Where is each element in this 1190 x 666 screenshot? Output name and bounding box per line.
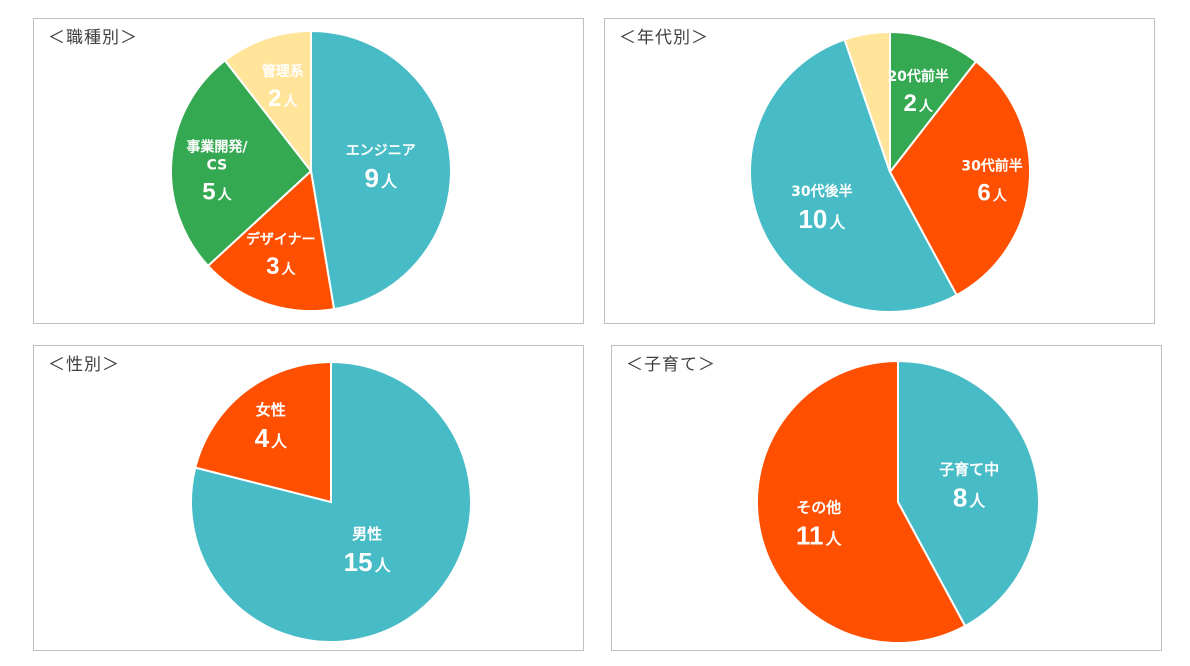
- slice-label-name: CS: [207, 157, 228, 173]
- slice-label-name: デザイナー: [246, 231, 316, 248]
- pie-slice: [310, 29, 452, 311]
- pie-slice: [170, 59, 313, 268]
- slice-label-name: エンジニア: [346, 143, 416, 159]
- pie-slice: [223, 29, 312, 174]
- pie-slice: [206, 169, 336, 312]
- chart-title-job: ＜職種別＞: [48, 28, 138, 48]
- slice-label-name: 30代前半: [961, 158, 1022, 175]
- chart-title-childcare: ＜子育て＞: [626, 355, 716, 375]
- chart-title-gender: ＜性別＞: [48, 355, 120, 375]
- chart-panel-gender: ＜性別＞ 男性 15 人 女性 4 人: [33, 345, 584, 651]
- slice-label-count: 15 人: [344, 547, 392, 577]
- chart-title-age: ＜年代別＞: [619, 28, 709, 48]
- slice-label-name: 子育て中: [939, 461, 999, 479]
- slice-label-name: 男性: [352, 525, 382, 543]
- pie-slice: [843, 30, 891, 173]
- slice-label-name: 管理系: [262, 63, 304, 80]
- pie-slice: [756, 359, 967, 644]
- slice-label-name: 事業開発/: [186, 138, 248, 155]
- pie-slice: [888, 60, 1031, 297]
- slice-label-name: 30代後半: [791, 183, 852, 200]
- slice-label-name: その他: [796, 499, 841, 517]
- slice-label-count: 11 人: [796, 521, 843, 551]
- pie-slice: [749, 38, 958, 313]
- chart-panel-age: ＜年代別＞ 20代前半 2 人 30代前半 6 人 30代後半 10 人: [604, 18, 1155, 324]
- pie-slice: [897, 359, 1040, 628]
- chart-panel-childcare: ＜子育て＞ 子育て中 8 人その他 11 人: [611, 345, 1162, 651]
- pie-slice: [889, 30, 978, 175]
- chart-panel-job: ＜職種別＞ エンジニア 9 人デザイナー 3 人 事業開発/CS 5 人 管理系 2 人: [33, 18, 584, 324]
- slice-label-name: 女性: [256, 401, 286, 419]
- pie-slice: [194, 360, 332, 504]
- pie-chart-age: 20代前半 2 人 30代前半 6 人 30代後半 10 人: [749, 30, 1031, 313]
- slice-label-count: 10 人: [798, 204, 846, 234]
- pie-chart-gender: 男性 15 人 女性 4 人: [190, 360, 472, 643]
- slice-label-name: 20代前半: [887, 68, 948, 85]
